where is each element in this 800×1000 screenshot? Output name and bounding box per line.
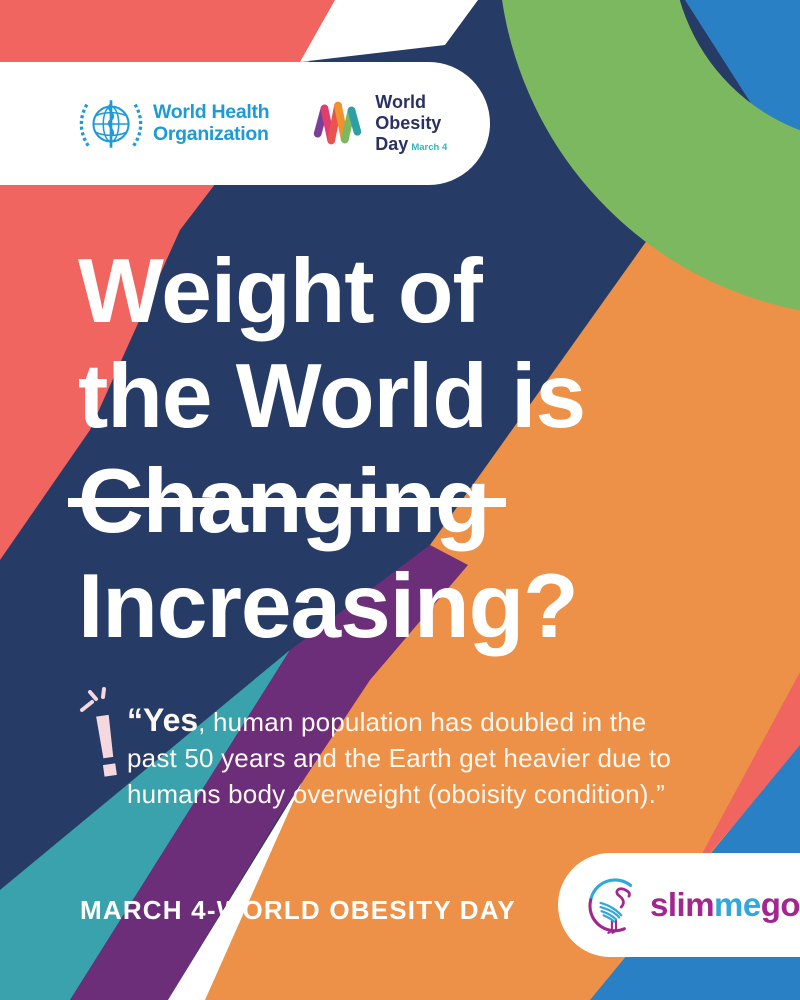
quote-line1-rest: , human population has doubled in the	[198, 707, 647, 737]
exclamation-glyph: !	[85, 694, 128, 797]
brand-part3: go	[760, 886, 800, 923]
obesity-wordmark-line2: Obesity	[375, 113, 442, 134]
obesity-mark-icon	[314, 101, 362, 144]
obesity-wordmark: World Obesity Day March 4	[375, 92, 447, 154]
obesity-wordmark-line1: World	[375, 92, 426, 113]
flamingo-icon	[588, 878, 633, 934]
quote-line1: “Yes, human population has doubled in th…	[127, 702, 727, 740]
quote-text: “Yes, human population has doubled in th…	[127, 702, 727, 812]
who-logo: World Health Organization	[78, 91, 270, 157]
who-emblem-icon	[79, 99, 143, 148]
exclamation-icon: !	[80, 687, 134, 813]
brand-badge: slimmego	[558, 853, 800, 957]
obesity-wordmark-line3: Day March 4	[375, 134, 447, 155]
who-wordmark-line2: Organization	[153, 122, 269, 145]
who-wordmark: World Health Organization	[153, 101, 270, 145]
brand-part1: slim	[650, 886, 715, 923]
quote-line3: humans body overweight (oboisity conditi…	[127, 779, 665, 809]
quote-lead: “Yes	[127, 702, 199, 738]
header-banner: World Health Organization World Obesity	[0, 62, 490, 185]
headline-line3: Changing	[68, 449, 758, 554]
who-wordmark-line1: World Health	[153, 101, 270, 124]
emphasis-strokes-icon	[80, 687, 106, 712]
brand-wordmark: slimmego	[650, 886, 800, 924]
headline-line2: the World is	[78, 346, 586, 448]
headline-line1: Weight of	[78, 241, 483, 342]
obesity-date-label: March 4	[411, 141, 448, 153]
footer-date-banner: MARCH 4-WORLD OBESITY DAY	[80, 895, 516, 925]
quote-line2: past 50 years and the Earth get heavier …	[127, 743, 672, 773]
world-obesity-day-logo: World Obesity Day March 4	[309, 92, 447, 154]
brand-part2: me	[714, 886, 761, 923]
obesity-day-label: Day	[375, 133, 409, 154]
headline-line4: Increasing?	[78, 556, 579, 658]
headline: Weight of the World is Changing Increasi…	[68, 239, 758, 659]
headline-struck-word: Changing	[68, 449, 506, 554]
